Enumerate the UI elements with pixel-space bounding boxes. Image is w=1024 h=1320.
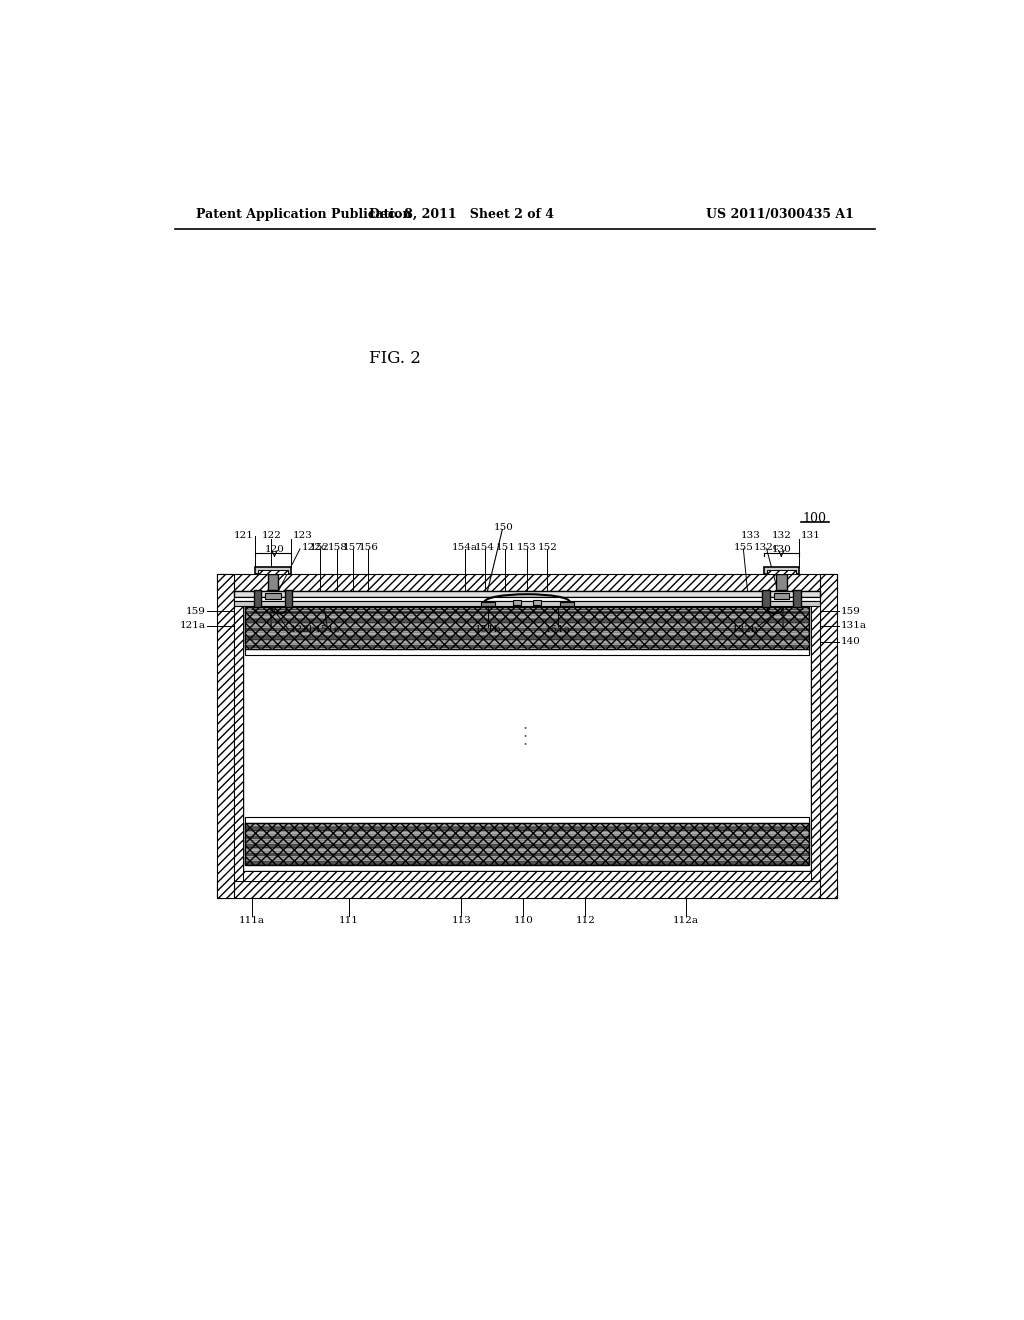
Text: ·: · [522, 737, 527, 754]
Bar [534, 601, 541, 605]
Text: Dec. 8, 2011   Sheet 2 of 4: Dec. 8, 2011 Sheet 2 of 4 [369, 209, 554, 222]
Text: 131a: 131a [841, 622, 867, 630]
Bar [245, 836, 809, 840]
Bar [245, 843, 809, 847]
Text: 111a: 111a [239, 916, 265, 925]
Text: 151: 151 [496, 543, 515, 552]
Text: 122b: 122b [290, 626, 316, 634]
Text: 100: 100 [802, 512, 826, 525]
Bar [244, 601, 811, 871]
Text: ·: · [522, 729, 527, 746]
Bar [245, 628, 809, 631]
Bar [513, 601, 521, 605]
Bar [764, 566, 799, 574]
Text: 122: 122 [261, 531, 282, 540]
Bar [285, 590, 292, 607]
Bar [245, 822, 809, 826]
Bar [234, 591, 820, 598]
Text: 132c: 132c [754, 543, 779, 552]
Bar [254, 590, 261, 607]
Text: 153: 153 [517, 543, 537, 552]
Bar [245, 649, 809, 655]
Text: 156: 156 [358, 543, 378, 552]
Bar [234, 601, 820, 606]
Text: 154: 154 [474, 543, 495, 552]
Bar [245, 607, 809, 649]
Bar [245, 611, 809, 614]
Text: 155: 155 [733, 543, 754, 552]
Bar [255, 566, 291, 574]
Text: 151c: 151c [314, 626, 340, 634]
Bar [245, 861, 809, 865]
Bar [762, 590, 770, 607]
Bar [767, 570, 796, 574]
Bar [258, 570, 288, 574]
Bar [245, 822, 809, 866]
Text: 112a: 112a [673, 916, 699, 925]
Text: 121a: 121a [179, 622, 206, 630]
Text: 150: 150 [494, 524, 514, 532]
Bar [245, 632, 809, 635]
Text: 132: 132 [771, 531, 792, 540]
Text: 130: 130 [771, 545, 792, 554]
Bar [265, 593, 281, 599]
Bar [234, 597, 820, 601]
Bar [245, 607, 809, 610]
Bar [245, 840, 809, 843]
Bar [811, 591, 820, 880]
Bar [245, 817, 809, 822]
Text: ·: · [522, 721, 527, 738]
Text: 123: 123 [292, 531, 312, 540]
Text: 152: 152 [310, 543, 330, 552]
Bar [245, 644, 809, 648]
Text: FIG. 2: FIG. 2 [370, 350, 421, 367]
Text: 120: 120 [264, 545, 285, 554]
Bar [245, 607, 809, 649]
Bar [267, 574, 279, 590]
Bar [234, 591, 244, 880]
Bar [773, 593, 790, 599]
Text: 131: 131 [801, 531, 820, 540]
Bar [793, 590, 801, 607]
Text: US 2011/0300435 A1: US 2011/0300435 A1 [706, 209, 853, 222]
Text: 151b: 151b [475, 626, 502, 634]
Text: 151a: 151a [545, 626, 571, 634]
Text: 121: 121 [233, 531, 254, 540]
Bar [560, 602, 573, 606]
Bar [234, 591, 820, 601]
Text: 157: 157 [343, 543, 362, 552]
Text: 111: 111 [339, 916, 358, 925]
Text: 133: 133 [740, 531, 761, 540]
Bar [217, 574, 838, 591]
Text: 122c: 122c [302, 543, 328, 552]
Text: 159: 159 [841, 607, 861, 615]
Bar [245, 849, 809, 851]
Text: Patent Application Publication: Patent Application Publication [197, 209, 412, 222]
Bar [245, 640, 809, 644]
Bar [245, 615, 809, 619]
Bar [245, 832, 809, 836]
Bar [245, 619, 809, 623]
Bar [245, 857, 809, 861]
Bar [245, 623, 809, 627]
Text: 110: 110 [513, 916, 534, 925]
Text: 152: 152 [538, 543, 557, 552]
Bar [480, 602, 495, 606]
Bar [245, 822, 809, 866]
Text: 112: 112 [575, 916, 595, 925]
Bar [234, 871, 820, 880]
Bar [217, 880, 838, 898]
Text: 140: 140 [841, 638, 861, 647]
Bar [245, 853, 809, 857]
Bar [217, 574, 234, 898]
Text: 158: 158 [328, 543, 347, 552]
Text: 154a: 154a [453, 543, 478, 552]
Bar [245, 636, 809, 640]
Bar [776, 574, 786, 590]
Text: 132b: 132b [731, 626, 758, 634]
Text: 159: 159 [185, 607, 206, 615]
Bar [245, 828, 809, 830]
Bar [820, 574, 838, 898]
Text: 113: 113 [452, 916, 471, 925]
